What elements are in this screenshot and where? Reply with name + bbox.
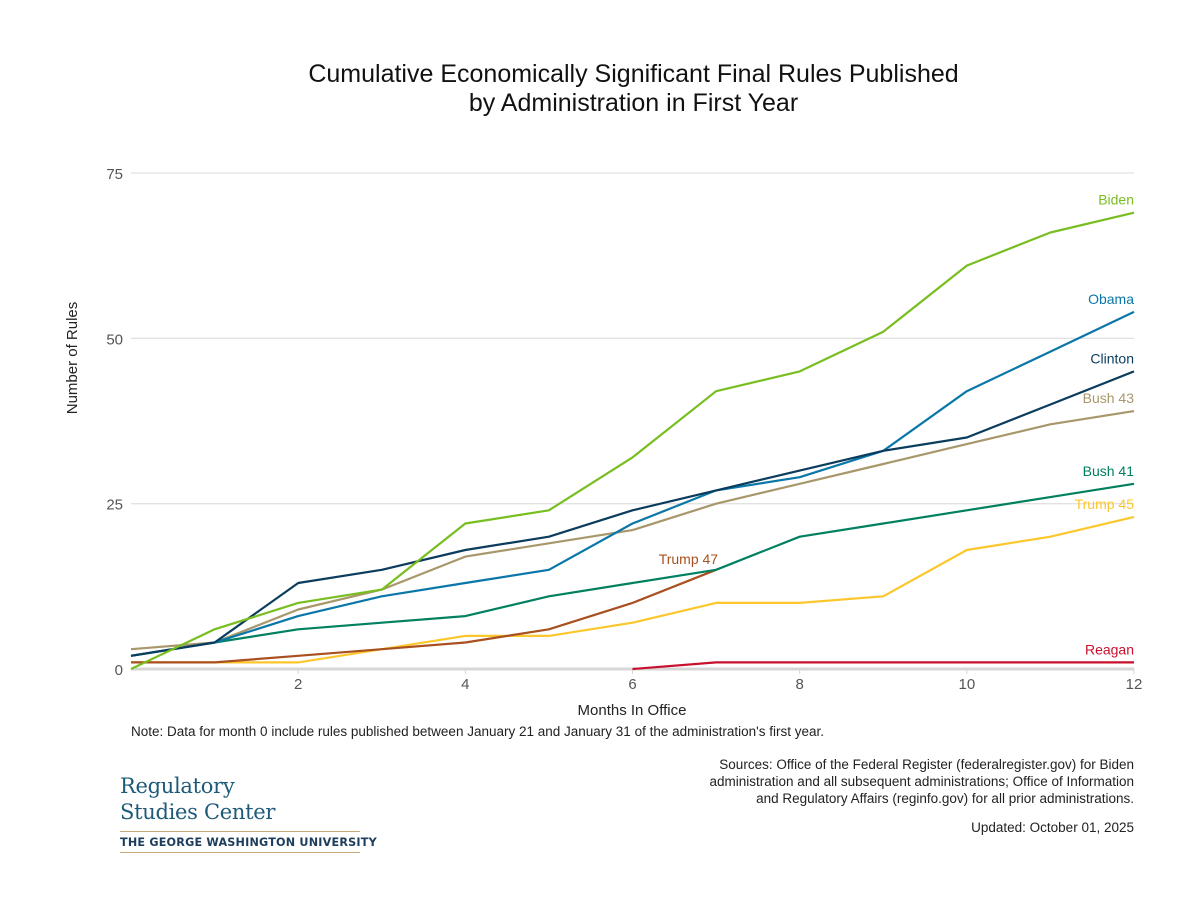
logo-university: THE GEORGE WASHINGTON UNIVERSITY (120, 836, 377, 849)
x-tick-label: 10 (958, 676, 975, 693)
logo-name-line2: Studies Center (120, 800, 276, 824)
x-tick-label: 4 (461, 676, 469, 693)
y-tick-label: 75 (106, 166, 123, 183)
series-line-obama (130, 310, 1135, 657)
chart-title-line2: by Administration in First Year (468, 89, 799, 117)
logo-divider-bottom (120, 852, 360, 853)
series-label-bush-43: Bush 43 (1083, 390, 1135, 406)
series-line-trump-47 (131, 568, 717, 664)
series-label-trump-45: Trump 45 (1075, 496, 1135, 512)
series-label-clinton: Clinton (1090, 350, 1134, 366)
chart-title-line1: Cumulative Economically Significant Fina… (308, 60, 959, 88)
series-label-biden: Biden (1098, 192, 1134, 208)
y-tick-label: 0 (115, 662, 123, 679)
sources-line3: and Regulatory Affairs (reginfo.gov) for… (756, 791, 1134, 806)
series-line-clinton (130, 370, 1135, 657)
series-line-bush-41 (130, 482, 1135, 657)
x-tick-label: 6 (628, 676, 636, 693)
chart-title: Cumulative Economically Significant Fina… (0, 60, 1200, 118)
sources-line1: Sources: Office of the Federal Register … (719, 757, 1134, 772)
x-tick-label: 12 (1126, 676, 1143, 693)
series-label-bush-41: Bush 41 (1083, 463, 1135, 479)
regulatory-studies-center-logo: Regulatory Studies Center THE GEORGE WAS… (120, 773, 377, 853)
series-label-trump-47: Trump 47 (659, 551, 719, 567)
sources-text: Sources: Office of the Federal Register … (574, 756, 1134, 807)
series-lines (130, 211, 1135, 671)
x-axis-label: Months In Office (578, 702, 687, 719)
sources-line2: administration and all subsequent admini… (709, 774, 1134, 789)
series-line-trump-45 (131, 515, 1135, 664)
y-axis-label: Number of Rules (64, 302, 81, 415)
series-line-biden (130, 211, 1135, 670)
y-axis-ticks: 0 25 50 75 (106, 166, 123, 679)
logo-divider (120, 831, 360, 832)
y-tick-label: 25 (106, 497, 123, 514)
line-chart: 0 25 50 75 2 4 6 8 10 12 Biden Obama Clinton Bush 4… (64, 166, 1142, 719)
x-tick-label: 2 (294, 676, 302, 693)
series-labels: Biden Obama Clinton Bush 43 Bush 41 Trump 45 T… (659, 192, 1135, 658)
x-tick-label: 8 (795, 676, 803, 693)
x-axis-ticks: 2 4 6 8 10 12 (294, 669, 1142, 693)
series-label-obama: Obama (1088, 291, 1134, 307)
chart-note: Note: Data for month 0 include rules pub… (131, 724, 824, 739)
updated-date: Updated: October 01, 2025 (971, 820, 1134, 835)
series-line-reagan (632, 661, 1134, 671)
logo-name-line1: Regulatory (120, 774, 235, 798)
series-line-bush-43 (130, 410, 1135, 651)
y-tick-label: 50 (106, 331, 123, 348)
series-label-reagan: Reagan (1085, 641, 1134, 657)
